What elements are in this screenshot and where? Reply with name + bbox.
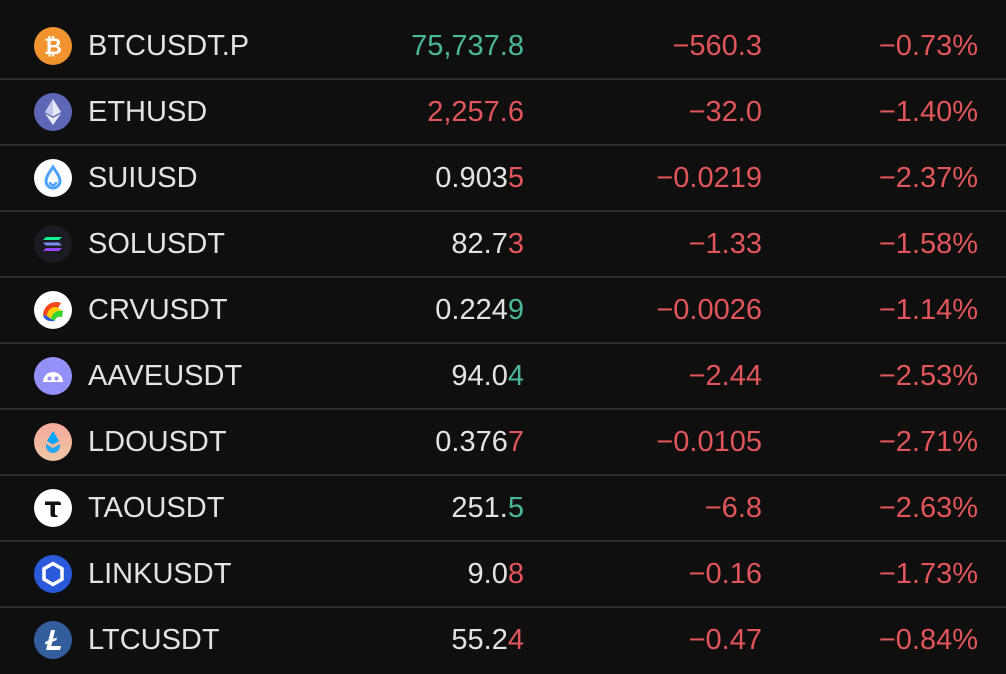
percent-change: −0.84%: [878, 624, 978, 656]
last-price: 251.5: [451, 492, 524, 524]
symbol-label: LDOUSDT: [88, 426, 227, 458]
watchlist-row-ethusd[interactable]: ETHUSD 2,257.6 −32.0 −1.40%: [0, 80, 1006, 146]
price-change: −6.8: [704, 492, 762, 524]
price-change: −32.0: [688, 96, 762, 128]
percent-change: −2.37%: [878, 162, 978, 194]
price-change: −0.0026: [656, 294, 762, 326]
percent-change: −1.58%: [878, 228, 978, 260]
last-price: 94.04: [451, 360, 524, 392]
symbol-label: BTCUSDT.P: [88, 30, 250, 62]
bittensor-icon: [34, 489, 72, 527]
price-change: −560.3: [672, 30, 762, 62]
symbol-label: AAVEUSDT: [88, 360, 243, 392]
watchlist-row-taousdt[interactable]: TAOUSDT 251.5 −6.8 −2.63%: [0, 476, 1006, 542]
price-change: −0.47: [688, 624, 762, 656]
watchlist-row-ldousdt[interactable]: LDOUSDT 0.3767 −0.0105 −2.71%: [0, 410, 1006, 476]
sui-icon: [34, 159, 72, 197]
litecoin-icon: [34, 621, 72, 659]
percent-change: −0.73%: [878, 30, 978, 62]
symbol-label: LTCUSDT: [88, 624, 220, 656]
percent-change: −1.14%: [878, 294, 978, 326]
percent-change: −2.63%: [878, 492, 978, 524]
watchlist-row-ltcusdt[interactable]: LTCUSDT 55.24 −0.47 −0.84%: [0, 608, 1006, 674]
ethereum-icon: [34, 93, 72, 131]
watchlist-row-solusdt[interactable]: SOLUSDT 82.73 −1.33 −1.58%: [0, 212, 1006, 278]
percent-change: −2.71%: [878, 426, 978, 458]
symbol-label: TAOUSDT: [88, 492, 225, 524]
price-change: −2.44: [688, 360, 762, 392]
watchlist-row-aaveusdt[interactable]: AAVEUSDT 94.04 −2.44 −2.53%: [0, 344, 1006, 410]
last-price: 0.9035: [435, 162, 524, 194]
percent-change: −2.53%: [878, 360, 978, 392]
watchlist-row-linkusdt[interactable]: LINKUSDT 9.08 −0.16 −1.73%: [0, 542, 1006, 608]
curve-icon: [34, 291, 72, 329]
watchlist-row-crvusdt[interactable]: CRVUSDT 0.2249 −0.0026 −1.14%: [0, 278, 1006, 344]
symbol-label: SOLUSDT: [88, 228, 225, 260]
last-price: 9.08: [467, 558, 524, 590]
last-price: 0.2249: [435, 294, 524, 326]
aave-icon: [34, 357, 72, 395]
last-price: 55.24: [451, 624, 524, 656]
watchlist-row-suiusd[interactable]: SUIUSD 0.9035 −0.0219 −2.37%: [0, 146, 1006, 212]
last-price: 75,737.8: [411, 30, 524, 62]
percent-change: −1.40%: [878, 96, 978, 128]
price-change: −0.0219: [656, 162, 762, 194]
symbol-label: CRVUSDT: [88, 294, 228, 326]
symbol-label: ETHUSD: [88, 96, 208, 128]
last-price: 82.73: [451, 228, 524, 260]
price-change: −0.0105: [656, 426, 762, 458]
svg-text:₿: ₿: [44, 35, 62, 60]
last-price: 0.3767: [435, 426, 524, 458]
percent-change: −1.73%: [878, 558, 978, 590]
symbol-label: SUIUSD: [88, 162, 198, 194]
bitcoin-icon: ₿: [34, 27, 72, 65]
chainlink-icon: [34, 555, 72, 593]
lido-icon: [34, 423, 72, 461]
last-price: 2,257.6: [427, 96, 524, 128]
price-change: −1.33: [688, 228, 762, 260]
symbol-label: LINKUSDT: [88, 558, 232, 590]
solana-icon: [34, 225, 72, 263]
watchlist-row-btcusdt-p[interactable]: ₿ BTCUSDT.P 75,737.8 −560.3 −0.73%: [0, 14, 1006, 80]
price-change: −0.16: [688, 558, 762, 590]
